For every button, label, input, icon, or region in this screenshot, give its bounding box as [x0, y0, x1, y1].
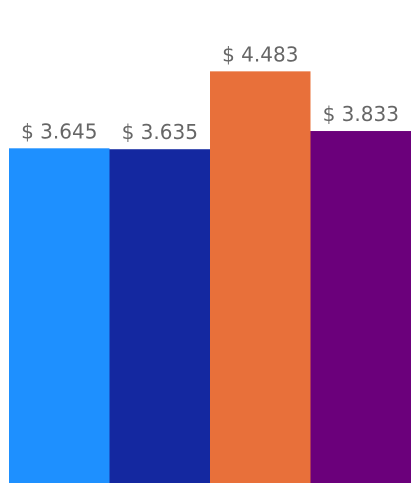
- bar-value-label-3: $ 4.483: [222, 42, 298, 66]
- bar-3[interactable]: [210, 71, 311, 483]
- bar-2[interactable]: [109, 149, 211, 483]
- data-labels-layer: $ 3.645 $ 3.635 $ 4.483 $ 3.833: [21, 42, 399, 144]
- bar-value-label-2: $ 3.635: [122, 120, 198, 144]
- bar-value-label-1: $ 3.645: [21, 119, 97, 143]
- bar-1[interactable]: [9, 148, 110, 484]
- bars-layer: [9, 71, 411, 484]
- bar-4[interactable]: [310, 131, 411, 483]
- bar-value-label-4: $ 3.833: [323, 102, 399, 126]
